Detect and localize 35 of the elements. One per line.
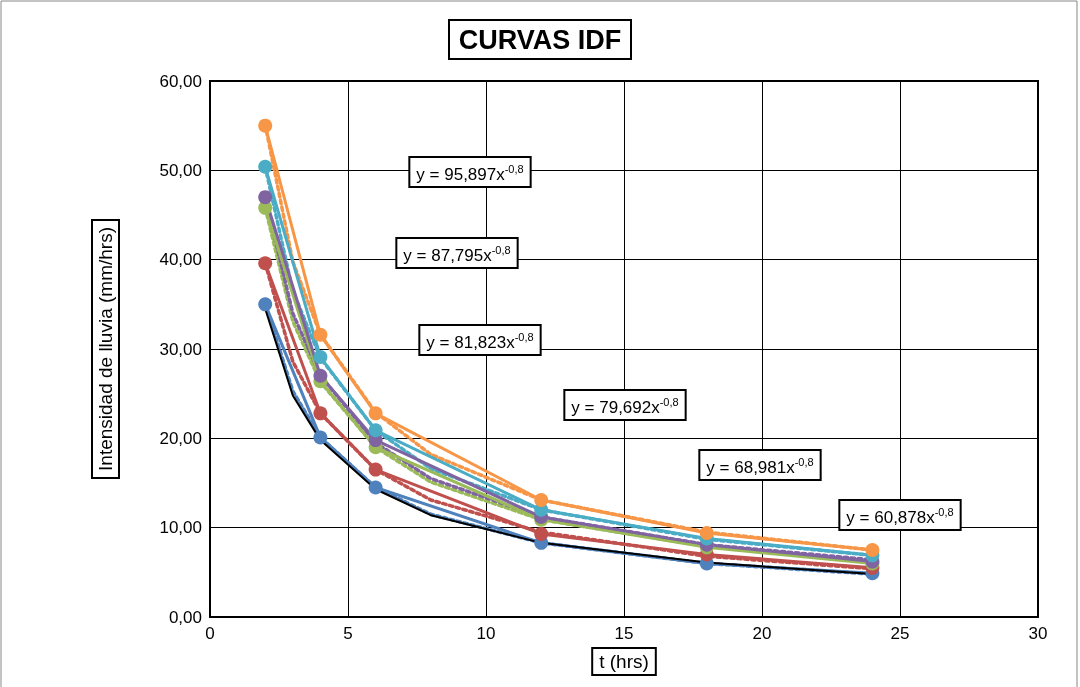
point: [534, 526, 549, 541]
y-tick-label: 20,00: [159, 428, 202, 448]
y-tick-label: 40,00: [159, 250, 202, 270]
point: [368, 423, 383, 438]
x-tick-label: 10: [476, 624, 496, 643]
point: [865, 543, 880, 557]
x-axis-title: t (hrs): [599, 650, 649, 672]
point: [368, 406, 383, 421]
x-tick-label: 5: [343, 624, 353, 643]
point: [258, 256, 273, 271]
y-tick-label: 50,00: [159, 160, 202, 180]
point: [313, 327, 328, 342]
x-tick-label: 0: [205, 624, 215, 643]
point: [368, 480, 383, 495]
y-tick-label: 60,00: [159, 71, 202, 91]
y-tick-label: 30,00: [159, 339, 202, 359]
point: [699, 526, 714, 541]
point: [313, 350, 328, 365]
y-tick-label: 0,00: [168, 607, 202, 627]
point: [534, 492, 549, 507]
point: [258, 118, 273, 133]
x-tick-label: 15: [614, 624, 634, 643]
point: [258, 159, 273, 174]
point: [258, 297, 273, 312]
chart-title: CURVAS IDF: [458, 24, 622, 55]
point: [313, 368, 328, 383]
point: [313, 406, 328, 421]
point: [258, 190, 273, 205]
point: [368, 462, 383, 477]
x-tick-label: 20: [752, 624, 772, 643]
y-tick-label: 10,00: [159, 518, 202, 538]
x-tick-label: 30: [1028, 624, 1048, 643]
point: [313, 430, 328, 445]
y-axis-title: Intensidad de lluvia (mm/hrs): [95, 227, 116, 471]
x-tick-label: 25: [890, 624, 910, 643]
